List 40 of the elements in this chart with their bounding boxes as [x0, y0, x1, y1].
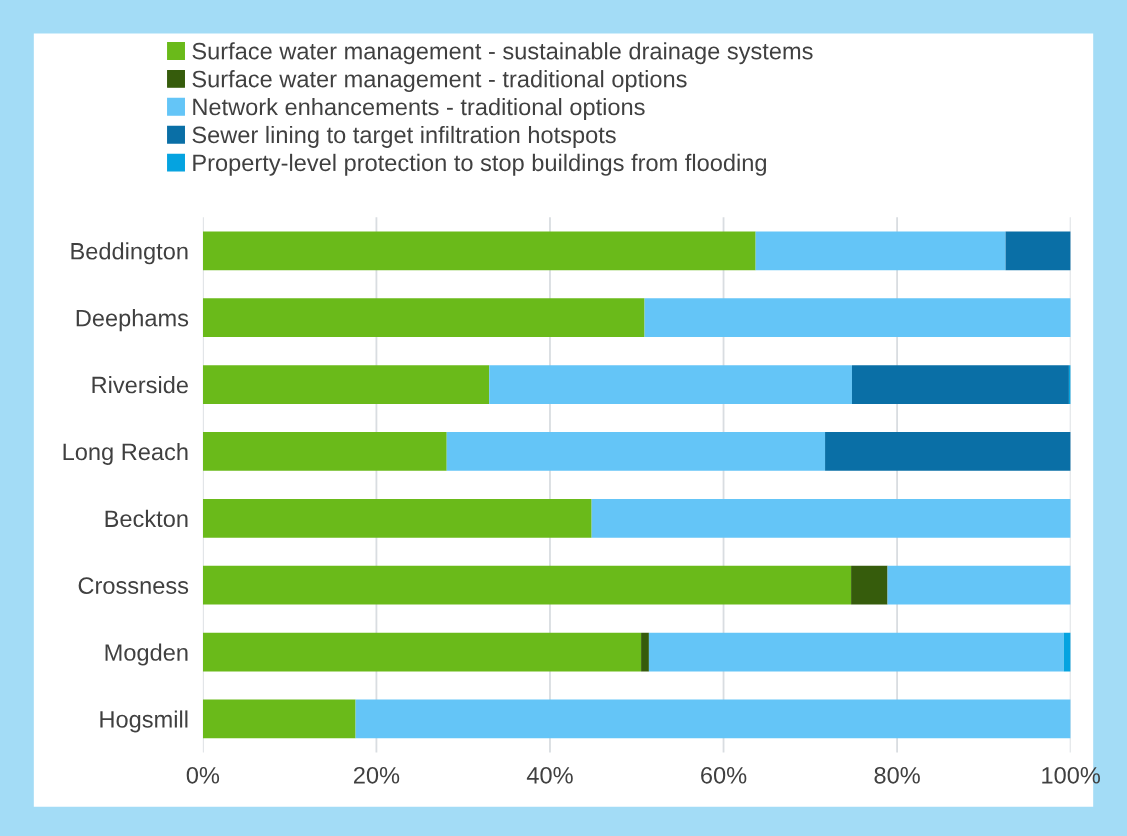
legend-label: Surface water management - sustainable drainage systems — [192, 42, 813, 65]
bar — [202, 365, 490, 404]
bar — [851, 565, 888, 605]
y-tick-label: Beckton — [105, 509, 188, 528]
bar — [355, 699, 1071, 739]
bar — [202, 699, 356, 739]
legend-label: Surface water management - traditional options — [192, 70, 687, 93]
bar — [825, 432, 1071, 471]
bar — [446, 432, 826, 471]
bar — [648, 632, 1064, 672]
bar — [641, 632, 649, 672]
bar — [202, 298, 645, 338]
legend-label: Sewer lining to target infiltration hotspots — [192, 125, 616, 148]
bar — [202, 498, 592, 538]
y-tick-label: Hogsmill — [100, 710, 188, 733]
y-tick-label: Mogden — [105, 643, 188, 666]
legend-label: Property-level protection to stop buildings from flooding — [193, 153, 766, 176]
x-tick-label: 60% — [701, 766, 747, 784]
legend-label: Network enhancements - traditional options — [193, 97, 645, 120]
x-tick-label: 20% — [353, 766, 400, 784]
bar — [202, 632, 642, 672]
x-tick-label: 80% — [874, 766, 920, 784]
bar — [591, 498, 1071, 538]
bar — [202, 565, 852, 605]
bar — [755, 231, 1006, 271]
bar — [202, 432, 447, 471]
bar — [202, 231, 756, 271]
y-tick-label: Beddington — [71, 242, 188, 265]
bar — [1005, 231, 1071, 271]
bar — [489, 365, 852, 404]
bar — [851, 365, 1069, 404]
y-tick-label: Riverside — [92, 376, 188, 394]
y-tick-label: Deephams — [76, 309, 189, 332]
y-tick-label: Crossness — [78, 577, 189, 594]
bar — [887, 565, 1071, 605]
bar — [644, 298, 1071, 338]
x-tick-label: 100% — [1042, 766, 1101, 784]
x-tick-label: 40% — [526, 766, 573, 784]
x-tick-label: 0% — [186, 766, 220, 784]
y-tick-label: Long Reach — [63, 442, 188, 465]
